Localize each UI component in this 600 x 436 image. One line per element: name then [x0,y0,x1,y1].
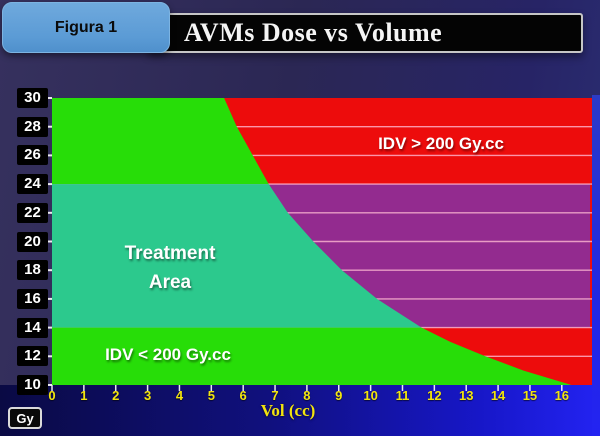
x-tick-label-3: 3 [143,388,152,403]
x-tick-label-15: 15 [522,388,538,403]
y-tick-label-10: 10 [17,375,48,395]
x-tick-label-11: 11 [395,388,410,403]
y-tick-label-28: 28 [17,116,48,137]
x-tick-label-4: 4 [175,388,184,403]
y-tick-label-20: 20 [17,231,48,252]
y-tick-label-22: 22 [17,202,48,223]
figura-tab-label: Figura 1 [54,18,118,36]
y-tick-label-18: 18 [17,260,48,281]
y-tick-label-16: 16 [17,288,48,309]
y-axis-unit-label: Gy [16,410,34,426]
x-tick-label-16: 16 [554,388,570,403]
region-label-idv-above-200: IDV > 200 Gy.cc [378,134,504,153]
chart-title-bar: AVMs Dose vs Volume [148,13,583,53]
region-idv-below-200-upper [52,98,269,185]
x-tick-label-9: 9 [335,388,343,403]
region-treatment-area [52,184,422,328]
chart-title: AVMs Dose vs Volume [184,18,443,47]
y-tick-label-14: 14 [17,317,48,338]
y-axis-unit-badge: Gy [8,407,42,429]
x-tick-label-10: 10 [363,388,378,403]
figura-tab[interactable]: Figura 1 [2,2,170,53]
x-tick-label-1: 1 [80,388,88,403]
region-label-idv-below-200: IDV < 200 Gy.cc [105,345,231,364]
y-tick-label-26: 26 [17,145,48,166]
x-tick-label-13: 13 [458,388,474,403]
x-tick-label-2: 2 [112,388,120,403]
x-tick-label-6: 6 [239,388,247,403]
x-tick-label-14: 14 [490,388,506,403]
plot-right-border [592,95,600,436]
treatment-label-line2: Area [148,271,192,293]
treatment-label-line1: Treatment [124,243,216,264]
y-tick-label-12: 12 [17,346,48,367]
x-tick-label-12: 12 [427,388,442,403]
x-axis-title: Vol (cc) [260,401,316,420]
y-tick-label-30: 30 [17,88,48,108]
x-tick-label-7: 7 [271,388,279,403]
x-axis-band [0,385,600,436]
x-tick-label-8: 8 [303,388,311,403]
x-tick-label-0: 0 [48,388,56,403]
x-tick-label-5: 5 [207,388,215,403]
region-idv-below-200-lower [52,327,572,385]
region-label-treatment-area: Treatment Area [95,240,245,297]
y-tick-label-24: 24 [17,174,48,195]
